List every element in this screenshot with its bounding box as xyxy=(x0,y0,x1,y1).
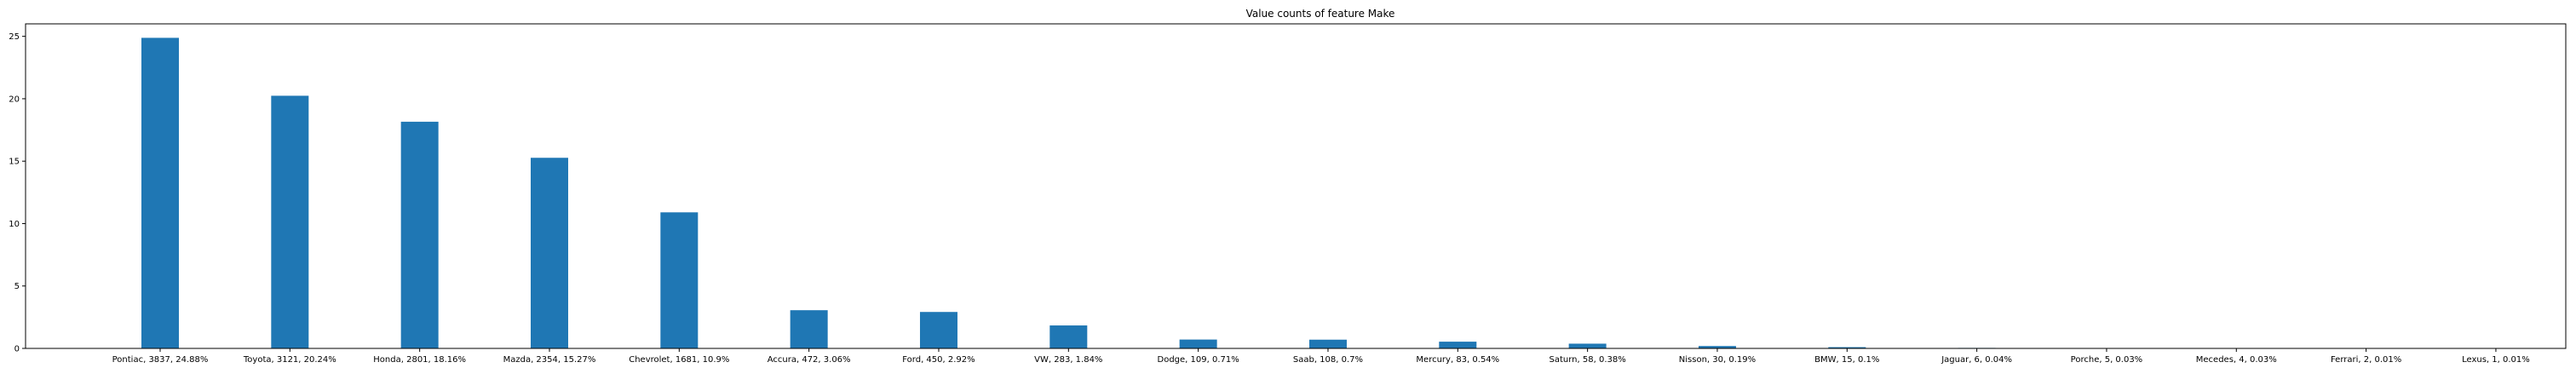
x-tick-label: Porche, 5, 0.03% xyxy=(2071,355,2143,365)
x-tick-label: Nisson, 30, 0.19% xyxy=(1679,355,1756,365)
bar xyxy=(660,212,699,348)
plot-area: 0 5 10 15 20 25 Pontiac, 3837, 24.88% Toyota, 3… xyxy=(9,32,2530,365)
y-tick-label: 25 xyxy=(9,32,20,42)
bar xyxy=(790,310,828,348)
y-tick-label: 5 xyxy=(14,282,20,291)
plot-frame xyxy=(25,23,2567,349)
y-tick-label: 10 xyxy=(9,220,20,229)
bar xyxy=(1179,339,1217,348)
bar xyxy=(919,312,957,348)
x-tick-label: Mecedes, 4, 0.03% xyxy=(2196,355,2277,365)
x-tick-label: Ford, 450, 2.92% xyxy=(902,355,975,365)
x-tick-label: Saturn, 58, 0.38% xyxy=(1550,355,1626,365)
x-tick-label: BMW, 15, 0.1% xyxy=(1814,355,1879,365)
bar xyxy=(530,158,568,348)
bar xyxy=(141,37,179,349)
x-tick-label: Saab, 108, 0.7% xyxy=(1293,355,1363,365)
chart-title: Value counts of feature Make xyxy=(1246,8,1395,20)
x-tick-label: Mercury, 83, 0.54% xyxy=(1416,355,1499,365)
x-tick-label: Ferrari, 2, 0.01% xyxy=(2331,355,2401,365)
bar xyxy=(1439,342,1477,348)
x-tick-label: Lexus, 1, 0.01% xyxy=(2462,355,2530,365)
x-tick-label: Mazda, 2354, 15.27% xyxy=(503,355,596,365)
bar xyxy=(1568,343,1607,348)
y-tick-label: 20 xyxy=(9,95,20,104)
x-tick-label: Chevrolet, 1681, 10.9% xyxy=(629,355,729,365)
bar xyxy=(1308,339,1347,348)
x-tick-label: Dodge, 109, 0.71% xyxy=(1158,355,1239,365)
bar xyxy=(1698,346,1736,348)
x-tick-label: Accura, 472, 3.06% xyxy=(768,355,851,365)
y-tick-label: 0 xyxy=(14,345,20,354)
bar xyxy=(400,121,439,348)
x-tick-label: Jaguar, 6, 0.04% xyxy=(1941,355,2012,365)
x-tick-label: Pontiac, 3837, 24.88% xyxy=(112,355,209,365)
y-tick-label: 15 xyxy=(9,158,20,167)
x-tick-label: Toyota, 3121, 20.24% xyxy=(243,355,336,365)
x-tick-label: Honda, 2801, 18.16% xyxy=(373,355,466,365)
bar xyxy=(1049,325,1088,348)
x-tick-label: VW, 283, 1.84% xyxy=(1034,355,1102,365)
bar xyxy=(271,95,309,348)
